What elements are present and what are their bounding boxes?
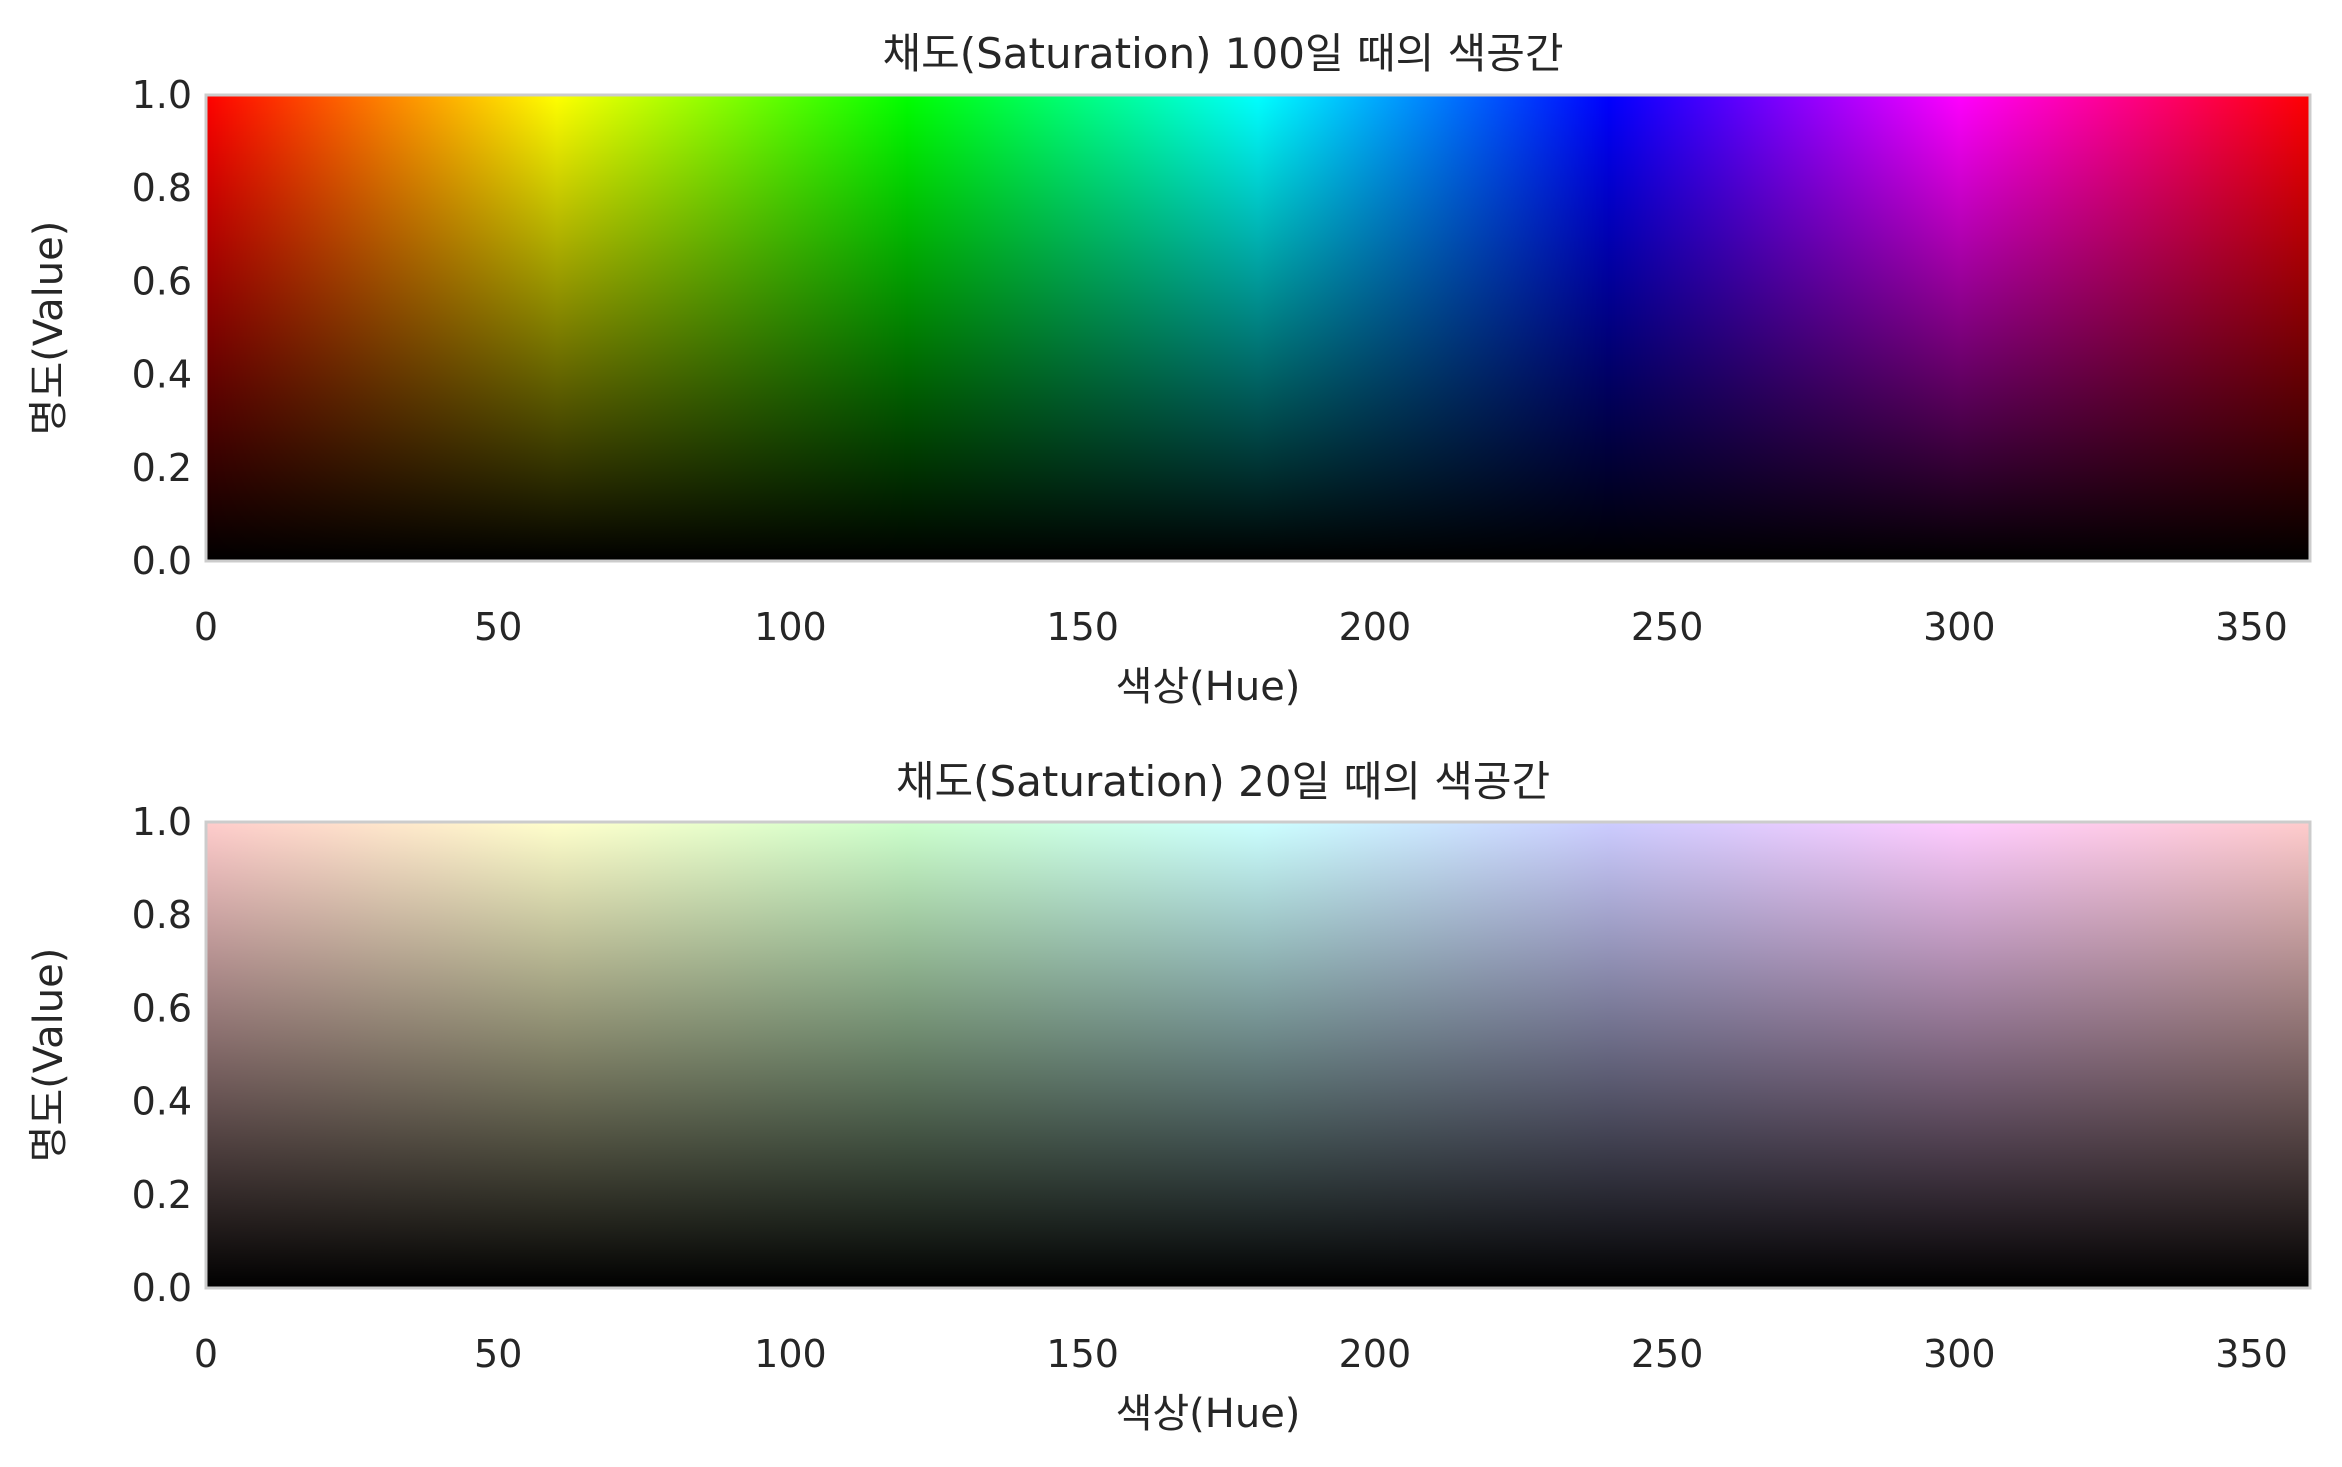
chart-saturation-20: 채도(Saturation) 20일 때의 색공간 0 50 100 150 200 250… — [26, 757, 2312, 1437]
y-axis-label: 명도(Value) — [26, 221, 72, 436]
chart-saturation-100: 채도(Saturation) 100일 때의 색공간 0 50 100 150 200 25… — [26, 29, 2312, 710]
value-shading-field — [206, 95, 2310, 561]
x-tick-label: 150 — [1046, 605, 1119, 649]
y-tick-label: 0.6 — [132, 259, 192, 303]
y-tick-label: 0.6 — [132, 986, 192, 1030]
y-tick-label: 1.0 — [132, 800, 192, 844]
chart-title: 채도(Saturation) 20일 때의 색공간 — [896, 757, 1550, 806]
y-tick-label: 0.2 — [132, 446, 192, 490]
plot-frame — [204, 93, 2312, 563]
x-tick-label: 350 — [2215, 1332, 2288, 1376]
x-tick-label: 200 — [1339, 1332, 1412, 1376]
y-tick-label: 0.8 — [132, 893, 192, 937]
x-tick-label: 200 — [1339, 605, 1412, 649]
x-tick-label: 350 — [2215, 605, 2288, 649]
y-tick-label: 0.0 — [132, 1266, 192, 1310]
x-tick-label: 50 — [474, 605, 522, 649]
x-tick-label: 0 — [194, 605, 218, 649]
y-tick-label: 0.8 — [132, 166, 192, 210]
y-tick-label: 0.4 — [132, 353, 192, 397]
y-tick-label: 1.0 — [132, 73, 192, 117]
y-tick-label: 0.4 — [132, 1080, 192, 1124]
x-tick-label: 0 — [194, 1332, 218, 1376]
x-tick-label: 50 — [474, 1332, 522, 1376]
x-tick-label: 300 — [1923, 1332, 1996, 1376]
x-tick-label: 100 — [754, 605, 827, 649]
y-tick-label: 0.0 — [132, 539, 192, 583]
x-tick-label: 250 — [1631, 1332, 1704, 1376]
y-tick-label: 0.2 — [132, 1173, 192, 1217]
chart-title: 채도(Saturation) 100일 때의 색공간 — [882, 29, 1563, 78]
y-axis-label: 명도(Value) — [26, 948, 72, 1163]
x-tick-label: 100 — [754, 1332, 827, 1376]
x-axis-label: 색상(Hue) — [1116, 1391, 1301, 1437]
x-tick-label: 250 — [1631, 605, 1704, 649]
value-shading-field — [206, 822, 2310, 1288]
plot-frame — [204, 820, 2312, 1290]
x-tick-label: 150 — [1046, 1332, 1119, 1376]
x-tick-label: 300 — [1923, 605, 1996, 649]
x-axis-label: 색상(Hue) — [1116, 664, 1301, 710]
